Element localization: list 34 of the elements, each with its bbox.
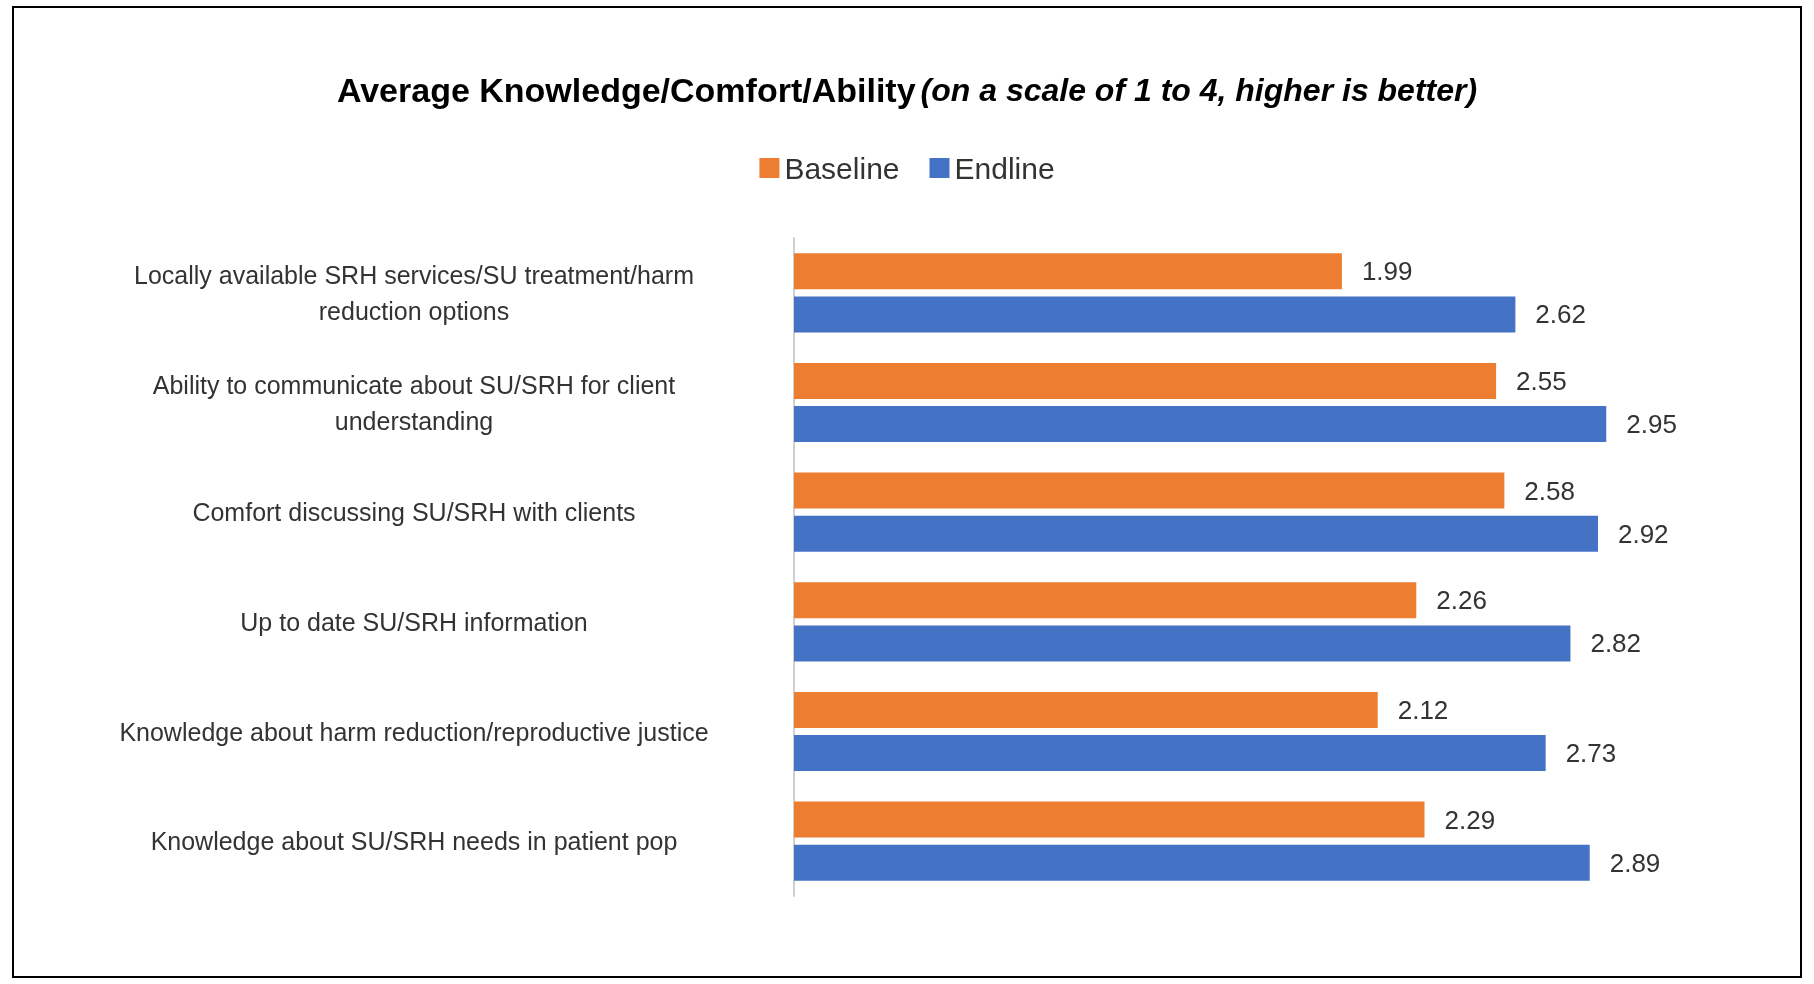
data-label: 2.95 xyxy=(1626,409,1677,440)
y-tick-label: Knowledge about harm reduction/reproductive justice xyxy=(119,717,709,746)
data-label: 2.62 xyxy=(1535,299,1586,330)
data-label: 2.92 xyxy=(1617,518,1669,549)
bar xyxy=(794,515,1598,552)
legend-label: Baseline xyxy=(784,151,900,185)
data-label: 2.55 xyxy=(1516,365,1567,396)
data-label: 2.73 xyxy=(1565,738,1617,769)
chart-subtitle: (on a scale of 1 to 4, higher is better) xyxy=(920,72,1478,108)
y-tick-label: Locally available SRH services/SU treatment/harm reduction options xyxy=(134,260,694,325)
data-label: 2.89 xyxy=(1609,847,1661,878)
data-label: 1.99 xyxy=(1361,256,1413,287)
y-tick-label: Ability to communicate about SU/SRH for client understanding xyxy=(152,370,676,435)
bar xyxy=(794,406,1607,443)
bar xyxy=(794,735,1546,772)
y-tick-label: Knowledge about SU/SRH needs in patient pop xyxy=(150,827,678,856)
data-label: 2.82 xyxy=(1590,628,1642,659)
legend-label: Endline xyxy=(954,151,1055,185)
y-tick-label: Up to date SU/SRH information xyxy=(240,607,588,636)
bar xyxy=(794,582,1417,619)
data-label: 2.26 xyxy=(1436,585,1487,616)
bar xyxy=(794,296,1516,333)
bar xyxy=(794,625,1571,662)
data-label: 2.12 xyxy=(1397,694,1449,725)
data-label: 2.58 xyxy=(1524,475,1575,506)
bar xyxy=(794,844,1590,881)
y-tick-label: Comfort discussing SU/SRH with clients xyxy=(192,498,636,527)
chart-title: Average Knowledge/Comfort/Ability xyxy=(336,71,916,109)
bar xyxy=(794,362,1497,399)
data-label: 2.29 xyxy=(1444,804,1496,835)
bar xyxy=(794,691,1378,728)
bar xyxy=(794,253,1342,290)
bar xyxy=(794,801,1425,838)
bar xyxy=(794,472,1505,509)
